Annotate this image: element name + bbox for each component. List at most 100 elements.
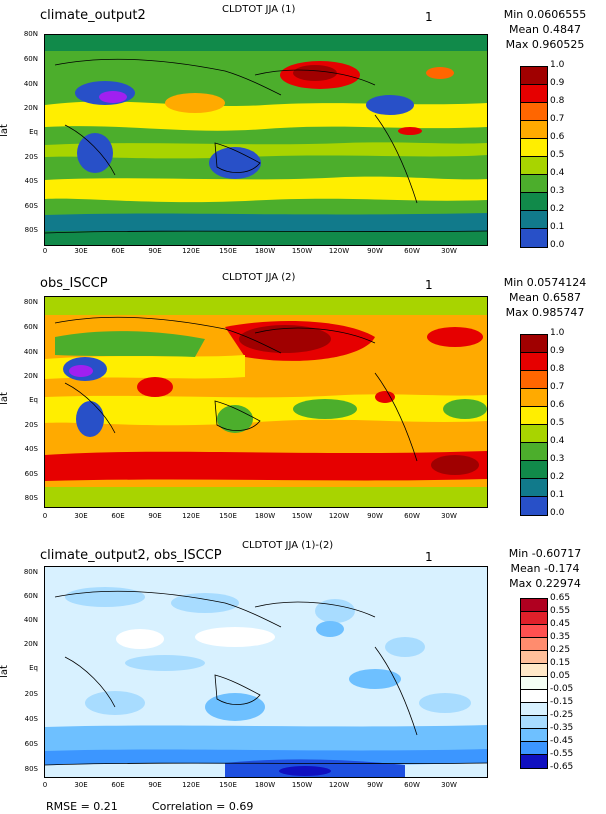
colorbar-segment	[521, 157, 547, 175]
stat-max: Max 0.22974	[509, 577, 581, 590]
colorbar-label: 0.9	[550, 346, 565, 356]
colorbar-segment	[521, 443, 547, 461]
lon-tick: 90W	[367, 512, 383, 520]
colorbar-label: 0.15	[550, 658, 571, 668]
lon-tick: 120E	[182, 247, 200, 255]
lat-tick: Eq	[29, 128, 38, 136]
colorbar-segment	[521, 353, 547, 371]
colorbar-label: 0.2	[550, 472, 565, 482]
lat-tick: 80S	[24, 226, 38, 234]
colorbar-segment	[521, 612, 547, 625]
colorbar-label: 0.6	[550, 132, 565, 142]
colorbar-label: -0.55	[550, 749, 574, 759]
stat-min: Min 0.0606555	[503, 8, 587, 21]
colorbar-label: 0.25	[550, 645, 571, 655]
colorbar-segment	[521, 690, 547, 703]
lat-tick: 20S	[24, 690, 38, 698]
colorbar-segment	[521, 677, 547, 690]
stat-max: Max 0.985747	[505, 306, 585, 319]
colorbar-segment	[521, 461, 547, 479]
lon-tick: 150W	[291, 512, 313, 520]
correlation-label: Correlation = 0.69	[152, 800, 254, 813]
colorbar-label: -0.35	[550, 723, 574, 733]
lat-tick: 80N	[23, 298, 38, 306]
colorbar-segment	[521, 335, 547, 353]
lon-tick: 150E	[219, 247, 237, 255]
lat-tick: 20S	[24, 421, 38, 429]
lat-tick: 80S	[24, 765, 38, 773]
lat-tick: 40S	[24, 715, 38, 723]
colorbar-segment	[521, 121, 547, 139]
panel-right-marker: 1	[425, 10, 433, 24]
lat-tick: 20S	[24, 153, 38, 161]
colorbar-segment	[521, 139, 547, 157]
lat-tick: 60S	[24, 470, 38, 478]
lon-tick: 180W	[254, 781, 276, 789]
lon-tick: 30E	[74, 512, 88, 520]
colorbar-segment	[521, 175, 547, 193]
lon-tick: 60E	[111, 247, 125, 255]
colorbar-label: 0.7	[550, 382, 565, 392]
lat-tick: 80S	[24, 494, 38, 502]
colorbar-segment	[521, 716, 547, 729]
colorbar-label: -0.15	[550, 697, 574, 707]
colorbar-label: 0.9	[550, 78, 565, 88]
lon-tick: 150W	[291, 247, 313, 255]
lon-tick: 0	[42, 512, 48, 520]
colorbar-label: -0.25	[550, 710, 574, 720]
lon-tick: 90E	[148, 247, 162, 255]
colorbar-label: 0.8	[550, 96, 565, 106]
colorbar-label: -0.65	[550, 762, 574, 772]
lat-tick: 80N	[23, 568, 38, 576]
lon-tick: 30W	[441, 512, 457, 520]
lat-tick: 20N	[23, 372, 38, 380]
lat-tick: 60N	[23, 55, 38, 63]
colorbar-segment	[521, 497, 547, 515]
lon-tick: 120W	[328, 781, 350, 789]
lat-tick: 20N	[23, 640, 38, 648]
stat-mean: Mean -0.174	[510, 562, 580, 575]
lon-tick: 150W	[291, 781, 313, 789]
map-plot	[44, 296, 488, 508]
panel-stats: Min 0.0574124 Mean 0.6587 Max 0.985747	[490, 275, 600, 320]
colorbar-segment	[521, 729, 547, 742]
colorbar-segment	[521, 67, 547, 85]
colorbar-segment	[521, 625, 547, 638]
colorbar-label: 1.0	[550, 328, 565, 338]
lon-tick: 60E	[111, 512, 125, 520]
colorbar-segment	[521, 479, 547, 497]
lat-tick: Eq	[29, 664, 38, 672]
map-plot	[44, 566, 488, 778]
colorbar-segment	[521, 425, 547, 443]
colorbar-label: 0.0	[550, 508, 565, 518]
panel-center-title: CLDTOT JJA (1)-(2)	[242, 540, 334, 551]
colorbar-label: -0.45	[550, 736, 574, 746]
lat-tick: 60N	[23, 592, 38, 600]
lat-tick: Eq	[29, 396, 38, 404]
colorbar-segment	[521, 755, 547, 768]
colorbar-label: 0.3	[550, 186, 565, 196]
lon-tick: 30W	[441, 781, 457, 789]
lat-tick: 60S	[24, 740, 38, 748]
colorbar-segment	[521, 371, 547, 389]
colorbar-segment	[521, 638, 547, 651]
rmse-label: RMSE = 0.21	[46, 800, 118, 813]
panel-right-marker: 1	[425, 278, 433, 292]
colorbar-label: 0.1	[550, 490, 565, 500]
colorbar-label: 0.1	[550, 222, 565, 232]
map-plot	[44, 34, 488, 246]
lon-tick: 120E	[182, 512, 200, 520]
panel-center-title: CLDTOT JJA (1)	[222, 4, 296, 15]
lon-tick: 60W	[404, 247, 420, 255]
lon-tick: 90E	[148, 781, 162, 789]
lon-tick: 120W	[328, 512, 350, 520]
colorbar-label: 0.05	[550, 671, 571, 681]
panel-right-marker: 1	[425, 550, 433, 564]
colorbar-segment	[521, 211, 547, 229]
lon-tick: 90E	[148, 512, 162, 520]
colorbar-label: 0.5	[550, 418, 565, 428]
colorbar	[520, 598, 548, 769]
colorbar	[520, 66, 548, 248]
panel-obs: obs_ISCCP CLDTOT JJA (2) 1 Min 0.0574124…	[0, 268, 606, 536]
colorbar-label: -0.05	[550, 684, 574, 694]
